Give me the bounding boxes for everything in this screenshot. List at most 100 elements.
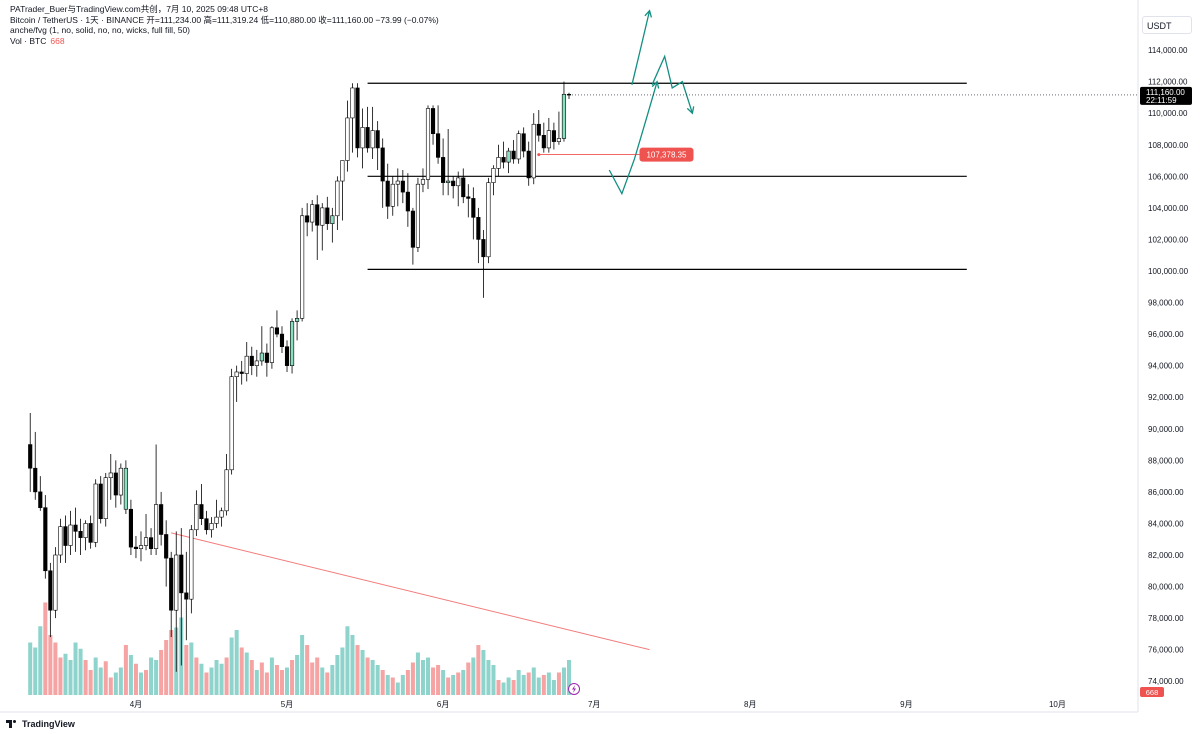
volume-axis-value: 668	[1146, 688, 1159, 697]
volume-bar	[476, 645, 481, 695]
candle-body	[395, 180, 400, 185]
volume-bar	[536, 677, 541, 695]
candle-body	[73, 524, 78, 532]
volume-bar	[526, 672, 531, 695]
volume-bar	[28, 642, 33, 695]
candle-body	[536, 123, 541, 136]
volume-bar	[159, 650, 164, 695]
tradingview-brand: TradingView	[22, 719, 75, 729]
volume-bar	[501, 682, 506, 695]
volume-bar	[269, 657, 274, 695]
volume-bar	[98, 667, 103, 695]
candle-body	[456, 177, 461, 187]
candle-body	[264, 352, 269, 363]
volume-bar	[481, 650, 486, 695]
candle-body	[83, 523, 88, 538]
arrow-head	[686, 106, 695, 115]
time-tick-label: 4月	[130, 700, 142, 709]
arrow-head	[644, 9, 653, 18]
price-tick-label: 86,000.00	[1148, 488, 1184, 497]
candle-body	[219, 510, 224, 518]
volume-bar	[370, 660, 375, 695]
volume-bar	[285, 667, 290, 695]
symbol-ohlc-line[interactable]: Bitcoin / TetherUS · 1天 · BINANCE 开=111,…	[10, 14, 439, 25]
candle-body	[405, 191, 410, 212]
volume-bar	[456, 672, 461, 695]
candle-body	[295, 318, 300, 322]
volume-bar	[53, 642, 58, 695]
volume-label: Vol · BTC	[10, 35, 47, 46]
candle-body	[33, 467, 38, 493]
volume-bar	[451, 675, 456, 695]
candle-body	[400, 180, 405, 193]
candle-body	[471, 198, 476, 218]
candle-body	[526, 150, 531, 179]
candle-body	[148, 537, 154, 549]
volume-bar	[78, 648, 83, 695]
candle-body	[531, 123, 536, 179]
volume-bar	[123, 645, 128, 695]
price-tick-label: 112,000.00	[1148, 78, 1188, 87]
price-tick-label: 88,000.00	[1148, 456, 1184, 465]
candle-body	[38, 491, 43, 508]
time-tick-label: 8月	[744, 700, 756, 709]
volume-bar	[395, 682, 400, 695]
volume-bar	[420, 660, 425, 695]
volume-bar	[118, 667, 123, 695]
volume-bar	[199, 663, 204, 695]
volume-axis-tag	[1140, 687, 1164, 697]
candle-body	[385, 180, 390, 207]
time-axis: 4月 5月 6月 7月 8月 9月 10月	[130, 700, 1066, 709]
price-axis: 74,000.00 76,000.00 78,000.00 80,000.00 82,0…	[0, 0, 1189, 713]
volume-bar	[521, 675, 526, 695]
lightning-glyph	[572, 685, 577, 693]
volume-bars	[28, 602, 572, 695]
volume-bar	[446, 677, 451, 695]
projection-arrow	[631, 10, 651, 85]
volume-bar	[189, 642, 194, 695]
volume-bar	[320, 667, 325, 695]
volume-bar	[239, 647, 244, 695]
candle-body	[300, 215, 305, 319]
candle-body	[239, 371, 244, 374]
last-price-tag	[1140, 86, 1192, 105]
projection-arrow	[608, 81, 658, 196]
currency-selector[interactable]: USDT	[1142, 16, 1192, 34]
candle-body	[415, 183, 421, 248]
price-tick-label: 90,000.00	[1148, 425, 1184, 434]
volume-bar	[431, 667, 436, 695]
tradingview-logo[interactable]: TradingView	[6, 719, 75, 729]
candle-body	[103, 477, 108, 520]
candle-body	[289, 321, 295, 366]
candle-body	[159, 504, 164, 535]
candle-body	[556, 138, 561, 142]
price-tick-label: 98,000.00	[1148, 299, 1184, 308]
candle-body	[143, 537, 149, 546]
candle-body	[194, 504, 199, 531]
indicator-fvg-label[interactable]: anche/fvg (1, no, solid, no, no, wicks, …	[10, 25, 191, 35]
candle-body	[511, 150, 516, 160]
volume-bar	[466, 662, 471, 695]
volume-indicator-label[interactable]: Vol · BTC 668	[10, 36, 439, 47]
volume-bar	[138, 672, 144, 695]
time-tick-label: 5月	[281, 700, 293, 709]
candle-body	[108, 472, 113, 478]
price-tick-label: 84,000.00	[1148, 519, 1184, 528]
volume-bar	[184, 645, 189, 695]
volume-bar	[410, 662, 415, 695]
volume-bar	[133, 663, 138, 695]
last-price-value: 111,160.00	[1146, 88, 1185, 97]
candle-body	[244, 355, 249, 374]
chart-header: PATrader_Buer与TradingView.com共创，7月 10, 2…	[10, 4, 439, 46]
candle-body	[128, 508, 133, 548]
candle-body	[78, 531, 83, 538]
volume-bar	[551, 680, 556, 695]
volume-bar	[93, 657, 98, 695]
volume-bar	[83, 660, 88, 695]
tradingview-icon	[6, 720, 18, 728]
candle-body	[491, 168, 496, 183]
volume-bar	[461, 670, 466, 695]
candle-body	[516, 133, 521, 160]
